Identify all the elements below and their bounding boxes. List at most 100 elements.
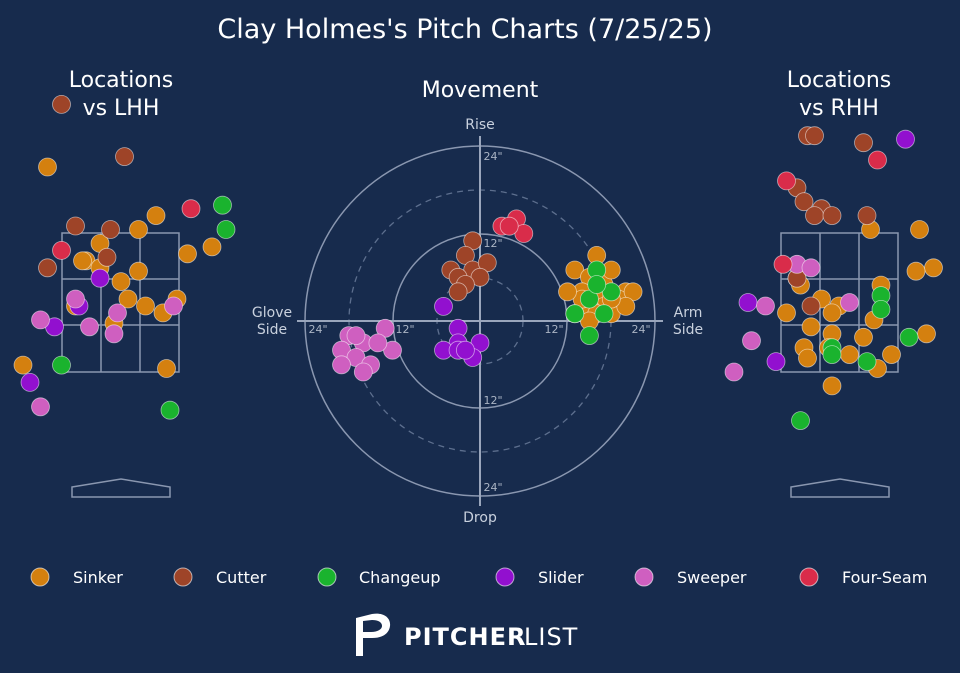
legend-marker-sinker bbox=[30, 567, 50, 587]
lhh-point-cutter bbox=[38, 258, 57, 278]
legend-label-slider: Slider bbox=[538, 568, 584, 587]
movement-point-slider bbox=[455, 340, 475, 360]
movement-axis-glove-line2: Side bbox=[257, 322, 287, 338]
movement-point-sweeper bbox=[332, 355, 351, 375]
legend-label-cutter: Cutter bbox=[216, 568, 267, 587]
lhh-point-changeup bbox=[52, 355, 71, 375]
rhh-point-sinker bbox=[882, 345, 901, 365]
rhh-point-sinker bbox=[822, 376, 842, 396]
ring-label: 12" bbox=[483, 237, 502, 250]
rhh-point-sinker bbox=[854, 327, 873, 347]
rhh-point-sinker bbox=[822, 303, 842, 323]
ring-label: 12" bbox=[544, 323, 563, 336]
rhh-zone-outline bbox=[780, 232, 899, 373]
lhh-point-sinker bbox=[111, 272, 131, 292]
rhh-point-cutter bbox=[857, 206, 877, 226]
brand-name-light: LIST bbox=[524, 623, 578, 651]
legend-label-four-seam: Four-Seam bbox=[842, 568, 927, 587]
rhh-point-cutter bbox=[794, 192, 814, 212]
lhh-point-sinker bbox=[129, 220, 148, 239]
movement-point-sweeper bbox=[368, 333, 388, 353]
ring-label: 24" bbox=[483, 150, 502, 163]
lhh-point-sinker bbox=[157, 359, 176, 378]
lhh-point-sweeper bbox=[164, 296, 183, 316]
rhh-point-sweeper bbox=[742, 331, 761, 351]
lhh-home-plate bbox=[71, 478, 171, 498]
lhh-point-sweeper bbox=[80, 317, 99, 337]
legend-marker-changeup bbox=[317, 567, 337, 587]
lhh-point-cutter bbox=[52, 95, 71, 114]
rhh-point-cutter bbox=[805, 126, 824, 146]
rhh-point-sinker bbox=[798, 348, 817, 368]
lhh-point-cutter bbox=[101, 220, 120, 239]
movement-point-sinker bbox=[558, 282, 577, 302]
movement-point-sweeper bbox=[346, 326, 366, 346]
movement-point-changeup bbox=[565, 304, 585, 324]
rhh-point-slider bbox=[738, 293, 758, 312]
chart-title: Clay Holmes's Pitch Charts (7/25/25) bbox=[217, 14, 712, 45]
lhh-point-sweeper bbox=[31, 397, 50, 417]
lhh-point-cutter bbox=[97, 247, 117, 267]
lhh-point-sinker bbox=[13, 355, 33, 375]
movement-axis-drop: Drop bbox=[463, 510, 497, 526]
rhh-point-sweeper bbox=[801, 258, 821, 278]
ring-label: 12" bbox=[483, 394, 502, 407]
legend-label-changeup: Changeup bbox=[359, 568, 441, 587]
lhh-point-cutter bbox=[66, 216, 85, 236]
legend-marker-sweeper bbox=[634, 567, 654, 587]
lhh-point-sweeper bbox=[104, 324, 124, 344]
lhh-point-sinker bbox=[202, 237, 222, 257]
lhh-point-sinker bbox=[178, 244, 197, 264]
points-layer bbox=[13, 95, 943, 431]
movement-point-slider bbox=[434, 296, 453, 316]
rhh-home-plate bbox=[790, 478, 890, 498]
brand-name-bold: PITCHER bbox=[404, 623, 526, 651]
lhh-point-changeup bbox=[216, 220, 236, 239]
ring-label: 24" bbox=[308, 323, 327, 336]
movement-axis-arm-line1: Arm bbox=[674, 305, 703, 321]
movement-point-sweeper bbox=[353, 362, 373, 382]
rhh-point-sinker bbox=[906, 261, 926, 281]
lhh-point-slider bbox=[20, 372, 40, 392]
pitcherlist-logo: PITCHER LIST bbox=[356, 613, 578, 656]
movement-point-cutter bbox=[448, 282, 468, 302]
rhh-point-cutter bbox=[854, 133, 873, 153]
rhh-point-sinker bbox=[910, 220, 929, 239]
lhh-point-slider bbox=[90, 268, 110, 288]
rhh-panel-title-line1: Locations bbox=[787, 68, 892, 93]
rhh-point-slider bbox=[766, 352, 786, 372]
lhh-point-sinker bbox=[118, 289, 138, 309]
rhh-point-changeup bbox=[822, 345, 842, 365]
movement-panel-title: Movement bbox=[422, 78, 539, 103]
rhh-point-four-seam bbox=[773, 254, 793, 274]
lhh-point-four-seam bbox=[52, 240, 71, 260]
lhh-point-sinker bbox=[136, 296, 155, 316]
movement-point-four-seam bbox=[499, 216, 519, 236]
rhh-point-four-seam bbox=[868, 150, 887, 170]
lhh-panel-title-line1: Locations bbox=[69, 68, 174, 93]
lhh-point-sweeper bbox=[31, 310, 50, 330]
movement-axis-arm-line2: Side bbox=[673, 322, 703, 338]
lhh-point-changeup bbox=[213, 195, 232, 215]
legend-marker-slider bbox=[495, 567, 515, 587]
lhh-point-cutter bbox=[115, 147, 134, 167]
lhh-point-changeup bbox=[160, 400, 180, 420]
rhh-point-changeup bbox=[791, 411, 810, 431]
rhh-point-sinker bbox=[777, 303, 796, 323]
pitcherlist-logo-icon bbox=[356, 613, 391, 656]
rhh-point-sweeper bbox=[724, 362, 744, 382]
lhh-point-sinker bbox=[38, 157, 57, 177]
movement-point-changeup bbox=[594, 304, 614, 324]
legend: Sinker Cutter Changeup Slider Sweeper Fo… bbox=[30, 567, 927, 587]
rhh-point-sweeper bbox=[840, 293, 859, 312]
rhh-point-sinker bbox=[917, 324, 936, 344]
legend-label-sinker: Sinker bbox=[73, 568, 123, 587]
rhh-point-four-seam bbox=[777, 171, 796, 191]
rhh-point-changeup bbox=[899, 327, 919, 347]
lhh-point-sinker bbox=[73, 251, 92, 271]
ring-label: 24" bbox=[631, 323, 650, 336]
ring-label: 24" bbox=[483, 481, 502, 494]
movement-point-changeup bbox=[587, 275, 607, 294]
rhh-point-sinker bbox=[801, 317, 821, 337]
